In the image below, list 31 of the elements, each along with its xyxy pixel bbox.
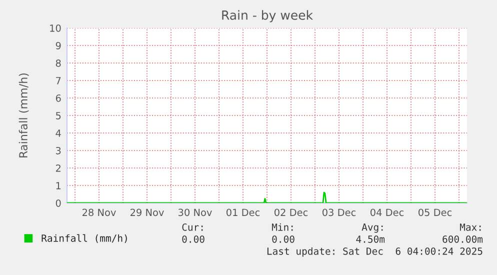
text: Avg: [362, 224, 383, 233]
chart-title: Rain - by week [222, 10, 313, 22]
text: 600.00m [442, 235, 483, 243]
y-tick-label: 5 [56, 112, 61, 120]
text: Last update: Sat Dec 6 04:00:24 2025 [267, 247, 482, 257]
x-tick-label: 05 Dec [418, 208, 452, 216]
x-tick-label: 29 Nov [130, 208, 164, 216]
x-tick-label: 01 Dec [226, 208, 260, 216]
text: 0.00 [272, 235, 294, 243]
text: 0.00 [182, 235, 204, 243]
x-tick-label: 02 Dec [274, 208, 308, 216]
text: Min: [272, 223, 293, 231]
y-tick-label: 3 [56, 146, 61, 154]
text: 4.50m [356, 235, 385, 243]
y-tick-label: 4 [56, 130, 61, 137]
text: Cur: [182, 223, 203, 231]
y-tick-label: 1 [56, 182, 61, 190]
legend-label: Rainfall (mm/h) [42, 234, 127, 243]
x-tick-label: 30 Nov [178, 208, 212, 216]
x-tick-label: 28 Nov [82, 208, 116, 216]
y-axis-title: Rainfall (mm/h) [18, 73, 29, 158]
y-tick-label: 7 [56, 77, 61, 84]
y-tick-label: 8 [56, 59, 61, 67]
x-tick-label: 04 Dec [370, 208, 404, 216]
y-tick-label: 0 [56, 199, 61, 207]
text: Max: [460, 224, 481, 231]
y-tick-label: 9 [56, 42, 61, 50]
y-tick-label: 2 [56, 164, 60, 172]
y-tick-label: 10 [50, 24, 61, 32]
y-tick-label: 6 [56, 94, 61, 102]
x-tick-label: 03 Dec [322, 208, 356, 216]
